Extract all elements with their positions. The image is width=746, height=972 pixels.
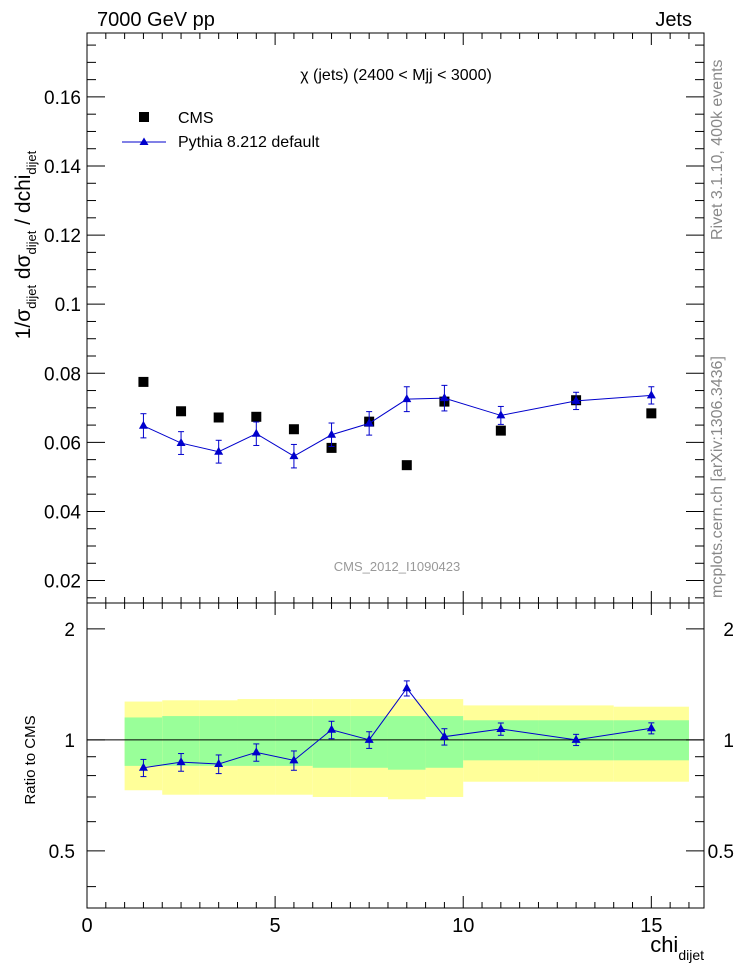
pythia-point (496, 410, 506, 419)
cms-point (251, 411, 262, 422)
ratio-y-axis-label: Ratio to CMS (22, 715, 39, 804)
pythia-point (176, 438, 186, 447)
ratio-point (402, 683, 412, 692)
main-y-tick-label: 0.16 (44, 88, 81, 109)
ratio-point (138, 762, 148, 771)
main-y-tick-label: 0.1 (55, 295, 81, 316)
ratio-point (439, 731, 449, 740)
main-title: χ (jets) (2400 < Mjj < 3000) (300, 67, 492, 84)
pythia-point (364, 418, 374, 427)
ratio-marks (138, 680, 656, 778)
cms-point (288, 424, 299, 435)
main-y-tick-label: 0.14 (44, 157, 81, 178)
rivet-label: Rivet 3.1.10, 400k events (709, 59, 726, 240)
ylabel-mid2: / dchi (12, 175, 35, 231)
ratio-point (646, 723, 656, 732)
pythia-point (571, 395, 581, 404)
cms-point (495, 425, 506, 436)
ratio-line (143, 687, 652, 769)
ratio-y-tick-label: 1 (64, 731, 75, 752)
main-y-tick-label: 0.08 (44, 364, 81, 385)
xlabel-main: chi (650, 932, 678, 957)
pythia-point (251, 428, 261, 437)
pythia-point (646, 390, 656, 399)
pythia-point (402, 394, 412, 403)
ratio-inner-band (387, 716, 426, 770)
xlabel-sub: dijet (678, 947, 704, 963)
cms-point (138, 376, 149, 387)
ratio-point (176, 757, 186, 766)
ratio-bands (124, 699, 689, 800)
ratio-y-tick-label-right: 2 (723, 620, 734, 641)
x-tick-label: 10 (452, 915, 474, 937)
x-tick-label: 15 (640, 915, 662, 937)
main-y-tick-label: 0.06 (44, 433, 81, 454)
ylabel-sub1: dijet (24, 285, 39, 309)
ratio-y-tick-label: 2 (64, 620, 75, 641)
legend-cms-marker (139, 112, 149, 122)
pythia-point (327, 429, 337, 438)
ylabel-sub3: dijet (24, 150, 39, 174)
ratio-point (214, 759, 224, 768)
cms-point (401, 460, 412, 471)
pythia-point (439, 393, 449, 402)
ratio-inner-band (124, 717, 163, 766)
legend: CMS Pythia 8.212 default (122, 110, 320, 151)
header-right: Jets (655, 9, 692, 31)
legend-pythia-label: Pythia 8.212 default (178, 134, 320, 151)
header-left: 7000 GeV pp (97, 9, 215, 31)
legend-cms-label: CMS (178, 110, 214, 127)
ylabel-prefix: 1/σ (12, 309, 35, 340)
pythia-point (214, 446, 224, 455)
ylabel-sub2: dijet (24, 230, 39, 254)
x-tick-label: 5 (270, 915, 281, 937)
ylabel-mid: dσ (12, 254, 35, 285)
main-y-tick-label: 0.12 (44, 226, 81, 247)
main-y-axis-label: 1/σdijet dσdijet / dchidijet (12, 150, 39, 339)
ratio-y-tick-label: 0.5 (49, 842, 75, 863)
ratio-frame (86, 602, 705, 909)
ratio-y-tick-label-right: 1 (723, 731, 734, 752)
main-marks (138, 376, 657, 471)
analysis-watermark: CMS_2012_I1090423 (334, 559, 461, 574)
pythia-line (143, 394, 652, 457)
cms-point (213, 412, 224, 423)
ratio-point (496, 724, 506, 733)
ratio-point (327, 724, 337, 733)
x-tick-label: 0 (81, 915, 92, 937)
ratio-point (251, 747, 261, 756)
legend-pythia-marker (139, 137, 149, 145)
mcplots-label: mcplots.cern.ch [arXiv:1306.3436] (709, 356, 726, 598)
ratio-point (289, 755, 299, 764)
main-y-tick-label: 0.04 (44, 502, 81, 523)
ratio-point (571, 734, 581, 743)
x-axis-label: chidijet (650, 932, 704, 963)
ratio-y-tick-label-right: 0.5 (708, 842, 734, 863)
cms-point (646, 408, 657, 419)
pythia-point (138, 420, 148, 429)
main-y-tick-label: 0.02 (44, 572, 81, 593)
cms-point (326, 442, 337, 453)
pythia-point (289, 451, 299, 460)
cms-point (176, 406, 187, 417)
axes: 0 5 10 15 0.02 0.04 0.06 0.08 0.1 0.12 0.14 0.16 0.5… (44, 32, 734, 937)
ratio-point (364, 734, 374, 743)
